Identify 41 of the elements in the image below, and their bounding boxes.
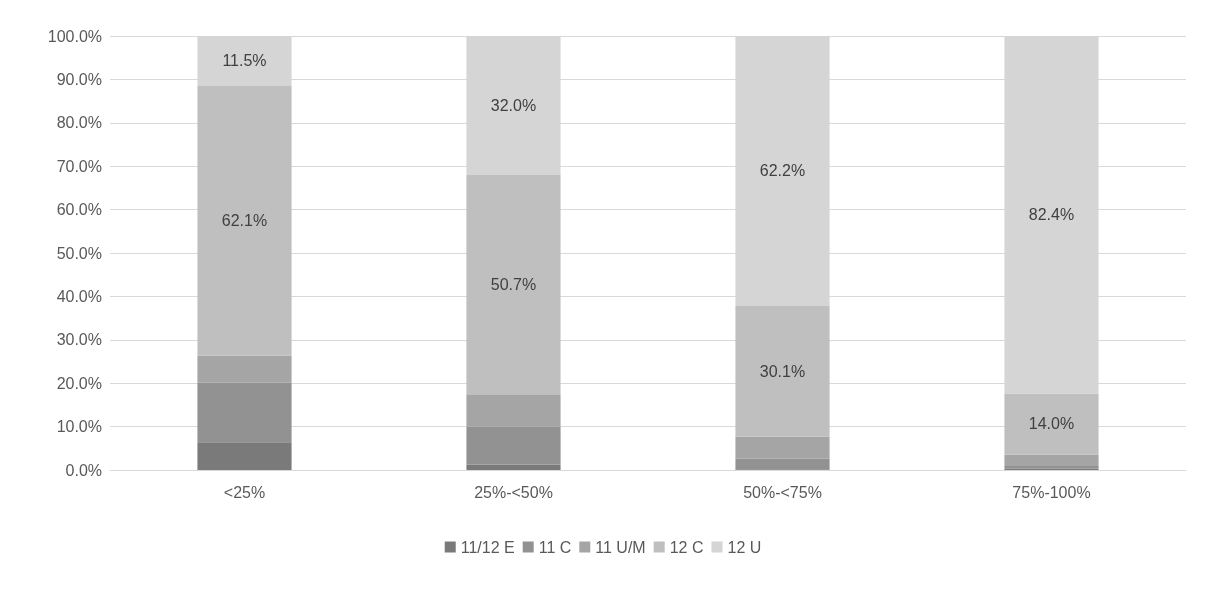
y-tick-label: 30.0% [56, 331, 102, 349]
data-label: 14.0% [1028, 415, 1075, 433]
data-label: 11.5% [222, 52, 267, 70]
bar [466, 174, 561, 395]
bar [466, 464, 561, 470]
bar [197, 85, 292, 356]
x-tick-label: 75%-100% [1012, 483, 1091, 501]
x-tick-label: <25% [223, 483, 266, 501]
bar [466, 426, 561, 465]
data-label: 62.2% [759, 162, 806, 180]
bar [197, 442, 292, 470]
data-label: 32.0% [490, 96, 537, 114]
y-tick-label: 0.0% [65, 461, 102, 479]
bar [735, 458, 830, 470]
bar [735, 436, 830, 459]
data-label: 50.7% [490, 276, 537, 294]
legend-label: 12 C [669, 538, 704, 556]
data-label: 62.1% [221, 212, 268, 230]
y-tick-label: 100.0% [47, 27, 102, 45]
bar [197, 382, 292, 443]
x-tick-label: 50%-<75% [743, 483, 822, 501]
y-tick-label: 80.0% [56, 114, 102, 132]
legend-label: 11 U/M [595, 538, 646, 556]
bar [1004, 393, 1099, 455]
legend-label: 11/12 E [460, 538, 515, 556]
x-tick-label: 25%-<50% [474, 483, 553, 501]
data-label: 30.1% [759, 362, 806, 380]
legend-label: 11 C [538, 538, 572, 556]
y-tick-label: 10.0% [56, 418, 102, 436]
bar [466, 394, 561, 427]
data-label: 82.4% [1028, 206, 1075, 224]
bar [197, 355, 292, 383]
bar [1004, 454, 1099, 467]
y-tick-label: 40.0% [56, 287, 102, 305]
y-tick-label: 70.0% [56, 157, 102, 175]
bar [735, 305, 830, 437]
y-tick-label: 90.0% [56, 70, 102, 88]
y-tick-label: 20.0% [56, 374, 102, 392]
legend-label: 12 U [727, 538, 762, 556]
y-tick-label: 50.0% [56, 244, 102, 262]
y-tick-label: 60.0% [56, 201, 102, 219]
